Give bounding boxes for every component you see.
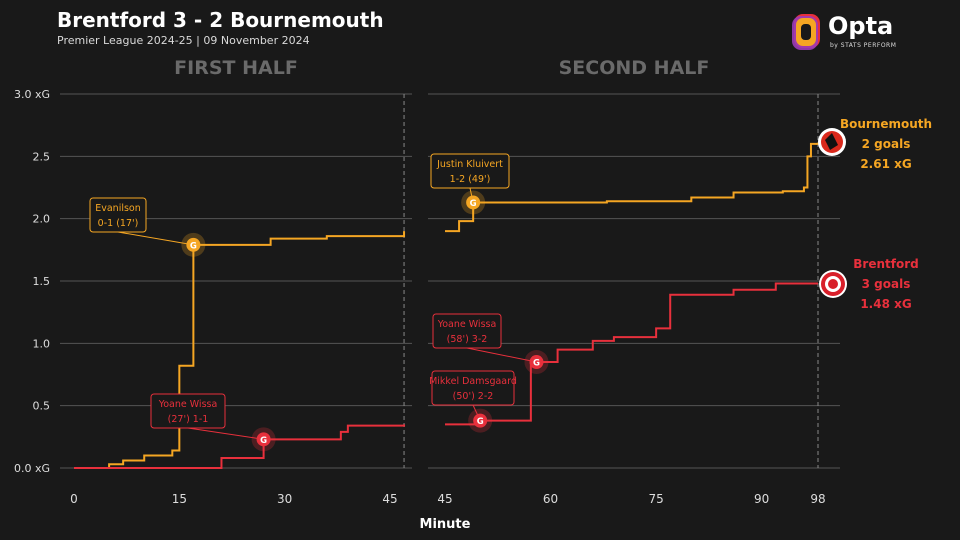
page-subtitle: Premier League 2024-25 | 09 November 202… [57, 34, 310, 47]
goal-callout-box [431, 370, 515, 406]
series-line-bournemouth-first-half [74, 231, 406, 469]
x-tick-label: 15 [172, 492, 187, 506]
label-layer: Evanilson 0-1 (17') G Justin Kluivert 1-2 (4… [89, 117, 932, 452]
opta-byline: by STATS PERFORM [830, 42, 897, 49]
goal-callout-text: Yoane Wissa [158, 399, 218, 410]
goal-marker-label: G [190, 241, 197, 251]
panel-title: SECOND HALF [559, 57, 710, 79]
y-tick-label: 2.0 [33, 213, 51, 226]
x-tick-label: 98 [810, 492, 825, 506]
y-tick-label: 1.0 [33, 337, 51, 350]
bournemouth-team-goals: 2 goals [862, 137, 911, 151]
goal-callout-box [432, 313, 502, 349]
y-tick-label: 0.5 [33, 400, 51, 413]
goal-callout-text: 0-1 (17') [98, 218, 139, 229]
goal-callout-text: Evanilson [95, 203, 141, 214]
x-tick-label: 45 [437, 492, 452, 506]
goal-marker-label: G [260, 436, 267, 446]
goal-callout-text: (58') 3-2 [447, 334, 488, 345]
goal-callout-text: (27') 1-1 [168, 414, 209, 425]
goal-callout-box [430, 153, 510, 189]
goal-marker [529, 355, 544, 370]
goal-callout-text: (50') 2-2 [453, 391, 494, 402]
goal-marker-label: G [470, 199, 477, 209]
goal-marker [466, 195, 481, 210]
goal-callout-text: Mikkel Damsgaard [429, 376, 517, 387]
y-tick-label: 2.5 [33, 150, 51, 163]
panel-title: FIRST HALF [174, 57, 298, 79]
series-line-brentford-second-half [445, 282, 818, 426]
x-tick-label: 45 [382, 492, 397, 506]
goal-marker [186, 237, 201, 252]
x-tick-label: 75 [648, 492, 663, 506]
grid-layer: 0.0 xG 0.5 1.0 1.5 2.0 2.5 3.0 xG FIRST HALF 0 15… [14, 57, 840, 532]
goal-callout-connector [187, 427, 264, 440]
goal-marker-label: G [533, 359, 540, 369]
goal-callout-box [89, 197, 147, 233]
goal-callout-text: Yoane Wissa [437, 319, 497, 330]
brentford-team-name: Brentford [853, 257, 918, 271]
crest-detail [828, 279, 838, 289]
y-tick-label: 3.0 xG [14, 88, 50, 101]
goal-marker-label: G [477, 417, 484, 427]
opta-logo: Opta by STATS PERFORM [790, 12, 930, 52]
series-layer [74, 142, 819, 469]
brentford-team-goals: 3 goals [862, 277, 911, 291]
series-line-brentford-first-half [74, 424, 406, 469]
goal-callout-text: 1-2 (49') [450, 174, 491, 185]
goal-callout-connector [117, 231, 194, 246]
y-tick-label: 0.0 xG [14, 462, 50, 475]
crest-detail [825, 133, 838, 150]
bournemouth-team-xg: 2.61 xG [860, 157, 911, 171]
brentford-team-xg: 1.48 xG [860, 297, 911, 311]
page-title: Brentford 3 - 2 Bournemouth [57, 8, 384, 32]
x-tick-label: 0 [70, 492, 78, 506]
x-tick-label: 90 [754, 492, 769, 506]
goal-marker [256, 432, 271, 447]
goal-callout-connector [466, 347, 537, 363]
x-tick-label: 30 [277, 492, 292, 506]
goal-callout-text: Justin Kluivert [436, 159, 503, 170]
y-tick-label: 1.5 [33, 275, 51, 288]
goal-callout-box [150, 393, 226, 429]
opta-wordmark: Opta [828, 12, 894, 40]
bournemouth-team-name: Bournemouth [840, 117, 932, 131]
x-tick-label: 60 [543, 492, 558, 506]
opta-logo-icon [792, 14, 820, 50]
x-axis-label: Minute [420, 517, 471, 532]
goal-marker [473, 413, 488, 428]
series-line-bournemouth-second-half [445, 142, 819, 233]
